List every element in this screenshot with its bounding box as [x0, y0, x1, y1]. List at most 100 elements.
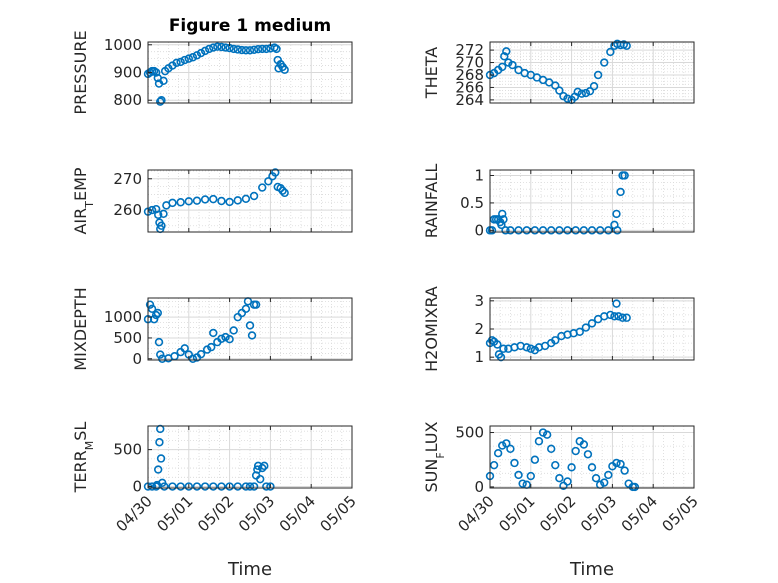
y-tick-label: 0: [132, 478, 142, 496]
data-point: [522, 226, 531, 235]
data-point: [551, 460, 560, 470]
data-point: [551, 336, 560, 345]
figure-title: Figure 1 medium: [169, 16, 331, 36]
y-tick-label: 500: [455, 424, 484, 442]
data-point: [542, 430, 552, 439]
x-tick-label: 04/30: [113, 492, 156, 535]
y-tick-label: 268: [455, 66, 484, 84]
data-point: [241, 482, 251, 491]
data-point: [184, 482, 194, 491]
data-point: [600, 58, 609, 67]
axes-box: [489, 169, 695, 233]
data-point: [188, 354, 198, 363]
y-tick-label: 270: [455, 54, 484, 72]
data-point: [156, 454, 166, 463]
x-tick-label: 05/05: [317, 492, 360, 535]
data-point: [518, 479, 527, 488]
data-point: [522, 343, 531, 352]
data-point: [493, 340, 502, 349]
data-point: [530, 226, 540, 235]
data-point: [563, 94, 572, 103]
data-point: [253, 465, 262, 474]
x-tick-label: 05/03: [235, 492, 278, 535]
data-point: [499, 215, 508, 224]
data-point: [526, 344, 535, 353]
data-point: [551, 81, 560, 90]
data-point: [587, 226, 597, 235]
data-point: [209, 194, 218, 204]
data-point: [563, 226, 572, 235]
y-axis-label: AIRTEMP: [71, 167, 96, 234]
data-point: [262, 44, 271, 54]
data-point: [266, 482, 275, 491]
data-point: [258, 44, 267, 54]
data-point: [604, 470, 613, 480]
data-point: [241, 194, 251, 204]
data-point: [209, 482, 218, 491]
data-point: [145, 300, 155, 309]
data-point: [606, 47, 615, 57]
data-point: [260, 461, 269, 471]
data-point: [614, 312, 623, 321]
data-point: [555, 474, 564, 483]
y-axis-label: RAINFALL: [422, 164, 441, 239]
y-tick-label: 270: [113, 170, 142, 188]
data-point: [245, 321, 255, 330]
data-point: [612, 458, 621, 468]
data-point: [251, 300, 261, 309]
data-point: [180, 55, 189, 65]
data-point: [501, 226, 510, 235]
data-point: [506, 444, 515, 454]
data-point: [555, 86, 564, 95]
y-tick-label: 260: [113, 201, 142, 219]
data-point: [593, 70, 603, 80]
data-point: [217, 334, 226, 343]
data-point: [229, 326, 238, 335]
y-tick-label: 0.5: [460, 194, 484, 212]
data-point: [589, 81, 599, 91]
data-point: [571, 226, 580, 235]
data-point: [192, 482, 202, 491]
y-tick-label: 1000: [104, 36, 142, 54]
data-point: [249, 45, 259, 54]
data-point: [620, 466, 629, 475]
data-point: [606, 310, 615, 320]
y-tick-label: 800: [113, 91, 142, 109]
data-point: [577, 89, 586, 98]
data-point: [229, 44, 238, 54]
data-point: [176, 57, 185, 67]
data-point: [256, 474, 265, 484]
y-tick-label: 500: [113, 329, 142, 347]
data-point: [249, 482, 259, 491]
data-point: [157, 96, 166, 105]
data-point: [237, 45, 247, 55]
data-point: [258, 183, 267, 192]
data-point: [159, 76, 168, 86]
data-point: [200, 195, 210, 204]
x-tick-label: 05/03: [577, 492, 620, 535]
data-point: [245, 46, 255, 55]
data-point: [498, 209, 507, 219]
data-point: [184, 197, 194, 206]
data-point: [581, 88, 591, 98]
data-point: [526, 471, 535, 481]
x-tick-label: 05/02: [194, 492, 237, 535]
x-tick-label: 05/02: [536, 492, 579, 535]
data-point: [149, 315, 159, 324]
data-point: [571, 446, 580, 456]
data-point: [613, 226, 622, 235]
data-point: [221, 332, 230, 342]
data-point: [217, 482, 226, 491]
data-point: [209, 43, 218, 52]
data-point: [168, 482, 177, 491]
data-point: [233, 196, 242, 205]
data-point: [176, 198, 185, 207]
data-point: [502, 439, 511, 448]
subplot-4: 0 0.5 1 RAINFALL: [422, 164, 695, 239]
y-tick-label: 900: [113, 64, 142, 82]
y-tick-label: 0: [474, 478, 484, 496]
data-point: [591, 474, 601, 483]
data-point: [500, 52, 509, 61]
data-point: [538, 428, 548, 437]
